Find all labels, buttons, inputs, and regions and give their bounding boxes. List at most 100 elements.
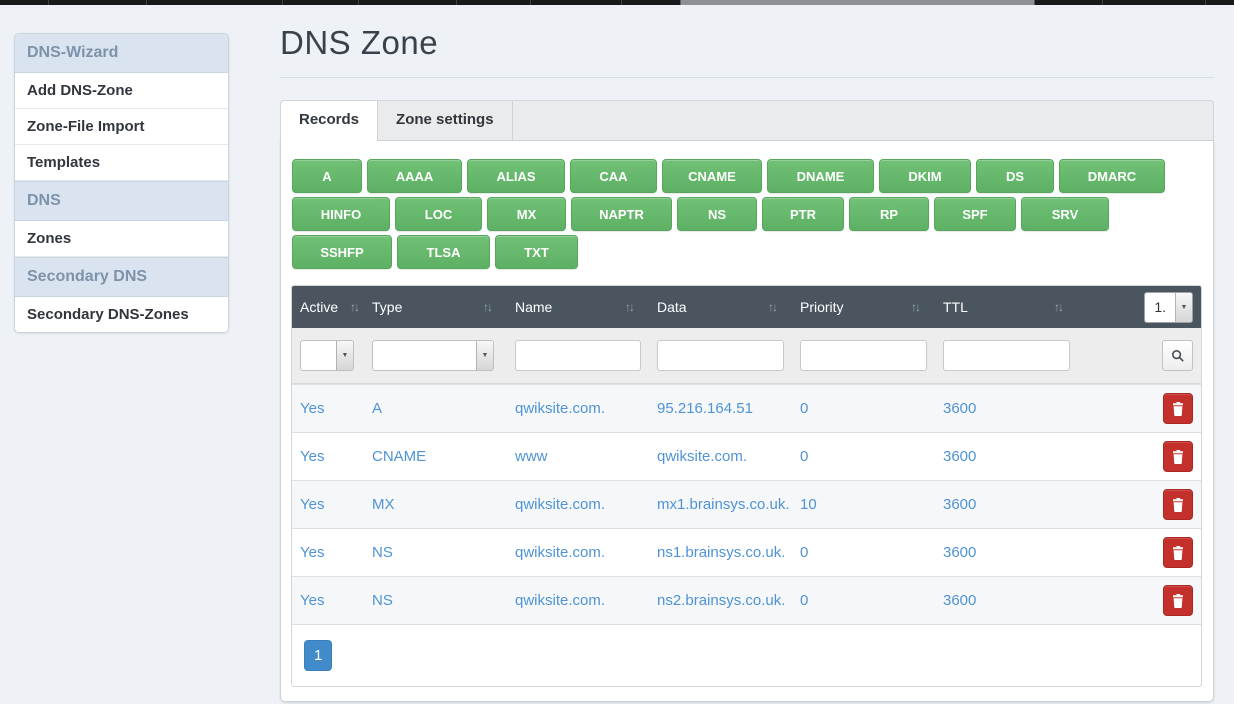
record-active-link[interactable]: Yes	[300, 448, 325, 465]
caret-down-icon: ▼	[1175, 292, 1192, 322]
column-header-actions: 1. ▼	[1078, 286, 1201, 328]
delete-record-button[interactable]	[1163, 537, 1193, 568]
record-name-link[interactable]: qwiksite.com.	[515, 592, 606, 609]
record-data-link[interactable]: 95.216.164.51	[657, 400, 753, 417]
record-type-button-cname[interactable]: CNAME	[662, 159, 762, 193]
record-ttl-link[interactable]: 3600	[943, 592, 977, 609]
topnav-divider	[48, 0, 49, 5]
record-data-link[interactable]: mx1.brainsys.co.uk.	[657, 496, 790, 513]
page-title: DNS Zone	[280, 24, 439, 61]
record-type-button-dkim[interactable]: DKIM	[879, 159, 971, 193]
record-type-button-loc[interactable]: LOC	[395, 197, 482, 231]
record-type-link[interactable]: NS	[372, 544, 393, 561]
record-type-button-row: SSHFP TLSA TXT	[292, 235, 1203, 269]
tab-zone-settings[interactable]: Zone settings	[378, 101, 513, 140]
filter-data-input[interactable]	[657, 340, 784, 371]
record-type-button-srv[interactable]: SRV	[1021, 197, 1109, 231]
record-type-button-sshfp[interactable]: SSHFP	[292, 235, 392, 269]
tab-records[interactable]: Records	[281, 101, 379, 141]
delete-record-button[interactable]	[1163, 585, 1193, 616]
record-type-button-ds[interactable]: DS	[976, 159, 1054, 193]
main-content: DNS Zone Records Zone settings A AAAA AL…	[280, 0, 1214, 702]
record-data-link[interactable]: qwiksite.com.	[657, 448, 748, 465]
record-ttl-link[interactable]: 3600	[943, 544, 977, 561]
sidebar: DNS-Wizard Add DNS-Zone Zone-File Import…	[14, 33, 229, 333]
record-type-button-alias[interactable]: ALIAS	[467, 159, 565, 193]
records-table: Active ↑↓ Type ↑↓ Name ↑↓ Data ↑↓ Priori…	[291, 285, 1202, 687]
filter-type-select[interactable]: ▼	[372, 340, 494, 371]
record-type-link[interactable]: A	[372, 400, 383, 417]
record-ttl-link[interactable]: 3600	[943, 400, 977, 417]
record-type-button-ns[interactable]: NS	[677, 197, 757, 231]
record-type-button-dname[interactable]: DNAME	[767, 159, 874, 193]
topnav-divider	[1102, 0, 1103, 5]
record-ttl-link[interactable]: 3600	[943, 448, 977, 465]
pagination-page-1[interactable]: 1	[304, 640, 333, 671]
column-header-type[interactable]: Type ↑↓	[372, 299, 493, 315]
sidebar-item-add-dns-zone[interactable]: Add DNS-Zone	[15, 73, 228, 109]
record-type-link[interactable]: CNAME	[372, 448, 427, 465]
record-type-button-txt[interactable]: TXT	[495, 235, 578, 269]
record-type-button-spf[interactable]: SPF	[934, 197, 1016, 231]
column-header-ttl[interactable]: TTL ↑↓	[943, 299, 1064, 315]
column-header-name[interactable]: Name ↑↓	[515, 299, 635, 315]
delete-record-button[interactable]	[1163, 393, 1193, 424]
record-type-button-caa[interactable]: CAA	[570, 159, 657, 193]
record-type-button-aaaa[interactable]: AAAA	[367, 159, 462, 193]
record-type-button-dmarc[interactable]: DMARC	[1059, 159, 1165, 193]
topnav-divider	[1205, 0, 1206, 5]
sidebar-item-templates[interactable]: Templates	[15, 145, 228, 181]
record-active-link[interactable]: Yes	[300, 544, 325, 561]
sort-icon: ↑↓	[350, 300, 360, 314]
sort-icon: ↑↓	[911, 300, 921, 314]
record-type-button-rp[interactable]: RP	[849, 197, 929, 231]
record-priority-link[interactable]: 0	[800, 448, 809, 465]
record-priority-link[interactable]: 0	[800, 592, 809, 609]
record-type-button-hinfo[interactable]: HINFO	[292, 197, 390, 231]
search-button[interactable]	[1162, 340, 1193, 371]
filter-priority-input[interactable]	[800, 340, 927, 371]
filter-name-input[interactable]	[515, 340, 641, 371]
column-header-data[interactable]: Data ↑↓	[657, 299, 778, 315]
record-priority-link[interactable]: 10	[800, 496, 817, 513]
record-name-link[interactable]: qwiksite.com.	[515, 496, 606, 513]
record-data-link[interactable]: ns1.brainsys.co.uk.	[657, 544, 786, 561]
record-name-link[interactable]: qwiksite.com.	[515, 400, 606, 417]
record-type-link[interactable]: MX	[372, 496, 395, 513]
filter-active-select[interactable]: ▼	[300, 340, 354, 371]
caret-down-icon: ▼	[476, 341, 493, 370]
record-name-link[interactable]: qwiksite.com.	[515, 544, 606, 561]
record-active-link[interactable]: Yes	[300, 400, 325, 417]
record-type-button-tlsa[interactable]: TLSA	[397, 235, 490, 269]
sidebar-section-dns: DNS	[15, 181, 228, 221]
record-ttl-link[interactable]: 3600	[943, 496, 977, 513]
record-type-button-mx[interactable]: MX	[487, 197, 566, 231]
table-footer: 1	[292, 624, 1201, 686]
trash-icon	[1173, 545, 1183, 560]
filter-row: ▼ ▼	[292, 328, 1201, 384]
column-header-priority[interactable]: Priority ↑↓	[800, 299, 921, 315]
record-name-link[interactable]: www	[515, 448, 548, 465]
delete-record-button[interactable]	[1163, 441, 1193, 472]
record-priority-link[interactable]: 0	[800, 400, 809, 417]
trash-icon	[1173, 497, 1183, 512]
record-type-link[interactable]: NS	[372, 592, 393, 609]
table-row: Yes A qwiksite.com. 95.216.164.51 0 3600	[292, 384, 1201, 432]
record-active-link[interactable]: Yes	[300, 592, 325, 609]
topnav-active-item[interactable]	[680, 0, 1035, 5]
delete-record-button[interactable]	[1163, 489, 1193, 520]
record-type-button-ptr[interactable]: PTR	[762, 197, 844, 231]
record-type-button-a[interactable]: A	[292, 159, 362, 193]
filter-ttl-input[interactable]	[943, 340, 1070, 371]
column-header-active[interactable]: Active ↑↓	[300, 299, 360, 315]
record-active-link[interactable]: Yes	[300, 496, 325, 513]
page-select[interactable]: 1. ▼	[1144, 291, 1193, 323]
record-type-button-naptr[interactable]: NAPTR	[571, 197, 672, 231]
sidebar-item-zone-file-import[interactable]: Zone-File Import	[15, 109, 228, 145]
record-data-link[interactable]: ns2.brainsys.co.uk.	[657, 592, 786, 609]
record-priority-link[interactable]: 0	[800, 544, 809, 561]
sidebar-item-zones[interactable]: Zones	[15, 221, 228, 257]
trash-icon	[1173, 449, 1183, 464]
sidebar-item-secondary-dns-zones[interactable]: Secondary DNS-Zones	[15, 297, 228, 332]
trash-icon	[1173, 401, 1183, 416]
